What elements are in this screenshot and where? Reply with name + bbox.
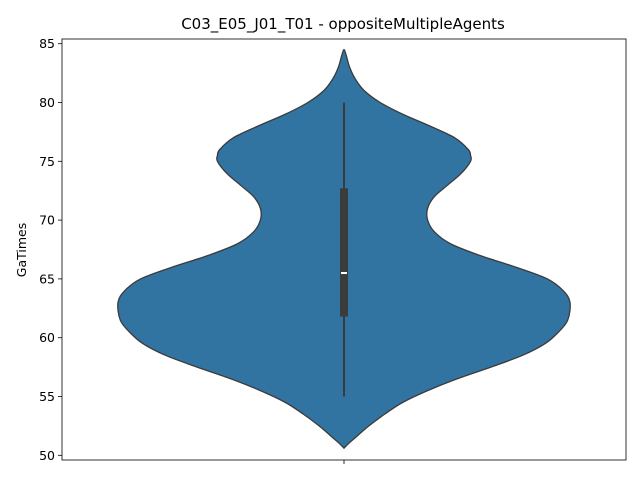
y-tick-label: 70 bbox=[39, 213, 55, 228]
y-tick-label: 75 bbox=[39, 154, 55, 169]
chart-title: C03_E05_J01_T01 - oppositeMultipleAgents bbox=[181, 15, 505, 34]
y-tick-label: 55 bbox=[39, 389, 55, 404]
y-tick-label: 80 bbox=[39, 95, 55, 110]
y-tick-label: 85 bbox=[39, 36, 55, 51]
y-axis-label: GaTimes bbox=[14, 223, 29, 277]
y-tick-label: 50 bbox=[39, 448, 55, 463]
y-tick-label: 60 bbox=[39, 330, 55, 345]
iqr-box bbox=[340, 188, 348, 317]
y-axis-ticks: 50 55 60 65 70 75 80 85 bbox=[39, 36, 345, 464]
box-inner bbox=[340, 102, 348, 397]
y-tick-label: 65 bbox=[39, 271, 55, 286]
